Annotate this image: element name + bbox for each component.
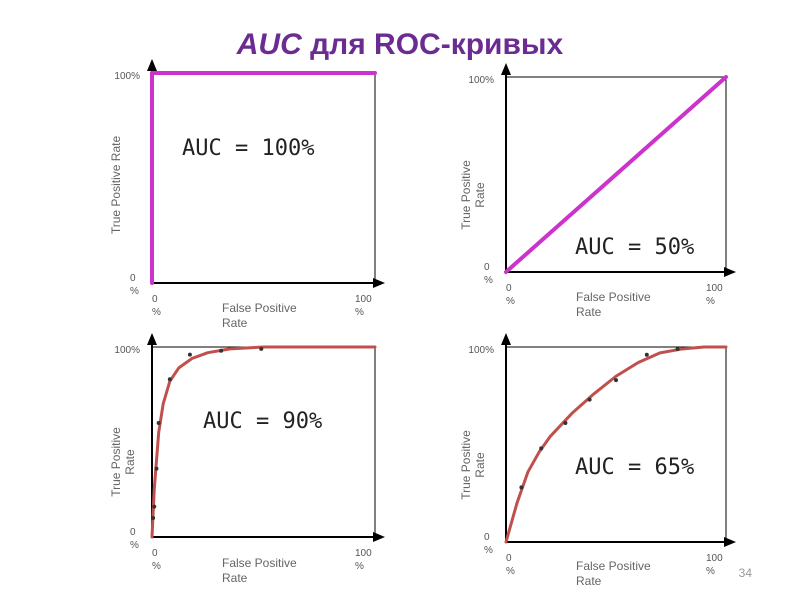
y-tick-label: 100% <box>468 345 494 356</box>
x-tick-label: % <box>152 307 161 318</box>
y-tick-label: 0 <box>130 527 136 538</box>
x-axis-title: Rate <box>576 574 602 588</box>
page-title: AUC для ROC-кривых <box>0 28 800 62</box>
y-axis-arrow <box>147 59 157 71</box>
x-axis-title: False Positive <box>576 290 651 304</box>
x-tick-label: 100 <box>706 283 723 294</box>
roc-data-point <box>167 377 172 382</box>
roc-data-point <box>675 346 680 351</box>
roc-curve-line <box>504 345 728 544</box>
auc-label: AUC = 90% <box>203 409 322 434</box>
roc-curve-line <box>150 345 377 539</box>
x-axis-title: False Positive <box>222 301 297 315</box>
title-prefix: AUC <box>236 28 302 61</box>
roc-data-point <box>519 485 524 490</box>
roc-data-point <box>152 504 157 509</box>
y-tick-label: % <box>484 545 493 556</box>
y-tick-label: % <box>484 275 493 286</box>
x-tick-label: 0 <box>152 294 158 305</box>
y-axis-title: True Positive Rate <box>109 136 123 235</box>
x-tick-label: % <box>152 561 161 572</box>
y-tick-label: 100% <box>114 71 140 82</box>
x-tick-label: 100 <box>355 294 372 305</box>
roc-data-point <box>563 421 568 426</box>
y-axis-arrow <box>501 333 511 345</box>
x-axis-arrow <box>373 532 385 542</box>
title-rest: для ROC-кривых <box>301 28 564 61</box>
y-tick-label: 0 <box>130 273 136 284</box>
auc-label: AUC = 100% <box>182 136 314 161</box>
x-axis-title: Rate <box>576 305 602 319</box>
auc-label: AUC = 50% <box>575 235 694 260</box>
auc-label: AUC = 65% <box>575 455 694 480</box>
roc-data-point <box>219 348 224 353</box>
roc-data-point <box>156 421 161 425</box>
x-tick-label: 0 <box>506 283 512 294</box>
x-axis-title: Rate <box>222 571 248 585</box>
y-axis-title: Rate <box>473 452 487 478</box>
roc-curve-line <box>150 71 377 285</box>
y-tick-label: % <box>130 540 139 551</box>
roc-data-point <box>259 346 264 351</box>
y-tick-label: 100% <box>114 345 140 356</box>
x-tick-label: % <box>506 296 515 307</box>
x-tick-label: % <box>506 566 515 577</box>
x-axis-title: Rate <box>222 316 248 330</box>
y-axis-title: True Positive <box>459 160 473 230</box>
x-axis-title: False Positive <box>576 559 651 573</box>
x-tick-label: 0 <box>506 553 512 564</box>
x-axis-arrow <box>724 267 736 277</box>
x-tick-label: 100 <box>355 548 372 559</box>
x-tick-label: % <box>706 566 715 577</box>
page-number: 34 <box>738 566 752 580</box>
roc-data-point <box>154 466 159 471</box>
y-tick-label: 0 <box>484 262 490 273</box>
y-axis-arrow <box>147 333 157 345</box>
y-axis-title: Rate <box>473 182 487 208</box>
y-axis-title: Rate <box>123 449 137 475</box>
roc-data-point <box>187 352 192 357</box>
roc-curve-line <box>504 75 728 274</box>
y-axis-title: True Positive <box>109 427 123 497</box>
x-axis-title: False Positive <box>222 556 297 570</box>
y-tick-label: 100% <box>468 75 494 86</box>
y-axis-title: True Positive <box>459 430 473 500</box>
roc-data-point <box>644 352 649 357</box>
x-tick-label: % <box>355 307 364 318</box>
x-tick-label: 100 <box>706 553 723 564</box>
roc-data-point <box>539 446 544 451</box>
x-axis-arrow <box>373 278 385 288</box>
x-tick-label: 0 <box>152 548 158 559</box>
x-tick-label: % <box>355 561 364 572</box>
y-axis-arrow <box>501 63 511 75</box>
roc-data-point <box>587 397 592 402</box>
roc-data-point <box>151 516 156 520</box>
y-tick-label: 0 <box>484 532 490 543</box>
roc-data-point <box>614 378 618 383</box>
x-axis-arrow <box>724 537 736 547</box>
y-tick-label: % <box>130 286 139 297</box>
x-tick-label: % <box>706 296 715 307</box>
